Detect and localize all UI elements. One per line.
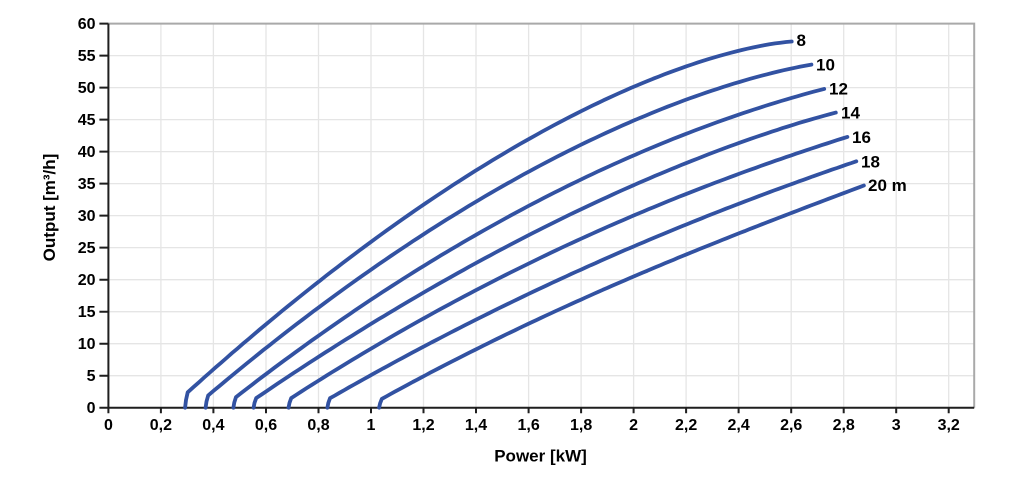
- svg-text:45: 45: [78, 112, 96, 129]
- svg-text:2,2: 2,2: [675, 417, 697, 434]
- svg-text:30: 30: [78, 208, 96, 225]
- svg-text:0,4: 0,4: [202, 417, 224, 434]
- svg-text:18: 18: [861, 153, 880, 172]
- svg-text:60: 60: [78, 16, 96, 33]
- svg-text:0: 0: [104, 417, 113, 434]
- svg-text:0,2: 0,2: [150, 417, 172, 434]
- svg-text:1: 1: [367, 417, 376, 434]
- svg-text:35: 35: [78, 176, 96, 193]
- svg-text:16: 16: [852, 128, 871, 147]
- svg-text:3,2: 3,2: [938, 417, 960, 434]
- svg-text:8: 8: [797, 31, 806, 50]
- svg-text:25: 25: [78, 240, 96, 257]
- svg-text:14: 14: [841, 104, 860, 123]
- svg-text:5: 5: [87, 368, 96, 385]
- svg-text:12: 12: [829, 80, 848, 99]
- svg-text:2: 2: [629, 417, 638, 434]
- svg-text:40: 40: [78, 144, 96, 161]
- svg-text:1,8: 1,8: [570, 417, 592, 434]
- svg-text:50: 50: [78, 80, 96, 97]
- svg-text:15: 15: [78, 304, 96, 321]
- svg-text:3: 3: [892, 417, 901, 434]
- svg-text:2,4: 2,4: [727, 417, 749, 434]
- svg-text:1,2: 1,2: [412, 417, 434, 434]
- svg-text:Output [m³/h]: Output [m³/h]: [40, 154, 59, 262]
- svg-text:20: 20: [78, 272, 96, 289]
- svg-text:0,8: 0,8: [307, 417, 329, 434]
- svg-text:55: 55: [78, 48, 96, 65]
- svg-text:2,8: 2,8: [833, 417, 855, 434]
- svg-text:0: 0: [87, 400, 96, 417]
- svg-text:20 m: 20 m: [868, 176, 907, 195]
- svg-text:0,6: 0,6: [255, 417, 277, 434]
- svg-text:1,6: 1,6: [517, 417, 539, 434]
- svg-text:10: 10: [78, 336, 96, 353]
- svg-text:1,4: 1,4: [465, 417, 487, 434]
- svg-text:Power [kW]: Power [kW]: [494, 447, 587, 466]
- svg-text:10: 10: [816, 56, 835, 75]
- svg-text:2,6: 2,6: [780, 417, 802, 434]
